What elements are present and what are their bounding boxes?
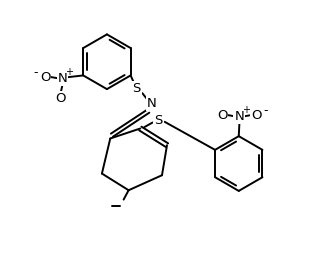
Text: N: N (234, 110, 244, 123)
Text: N: N (58, 72, 67, 85)
Text: S: S (154, 114, 163, 127)
Text: S: S (133, 82, 141, 95)
Text: +: + (65, 68, 73, 77)
Text: O: O (40, 70, 50, 84)
Text: O: O (56, 92, 66, 105)
Text: N: N (147, 97, 157, 110)
Text: O: O (252, 109, 262, 122)
Text: -: - (34, 66, 38, 78)
Text: +: + (242, 105, 250, 115)
Text: -: - (264, 104, 269, 117)
Text: O: O (217, 109, 227, 122)
